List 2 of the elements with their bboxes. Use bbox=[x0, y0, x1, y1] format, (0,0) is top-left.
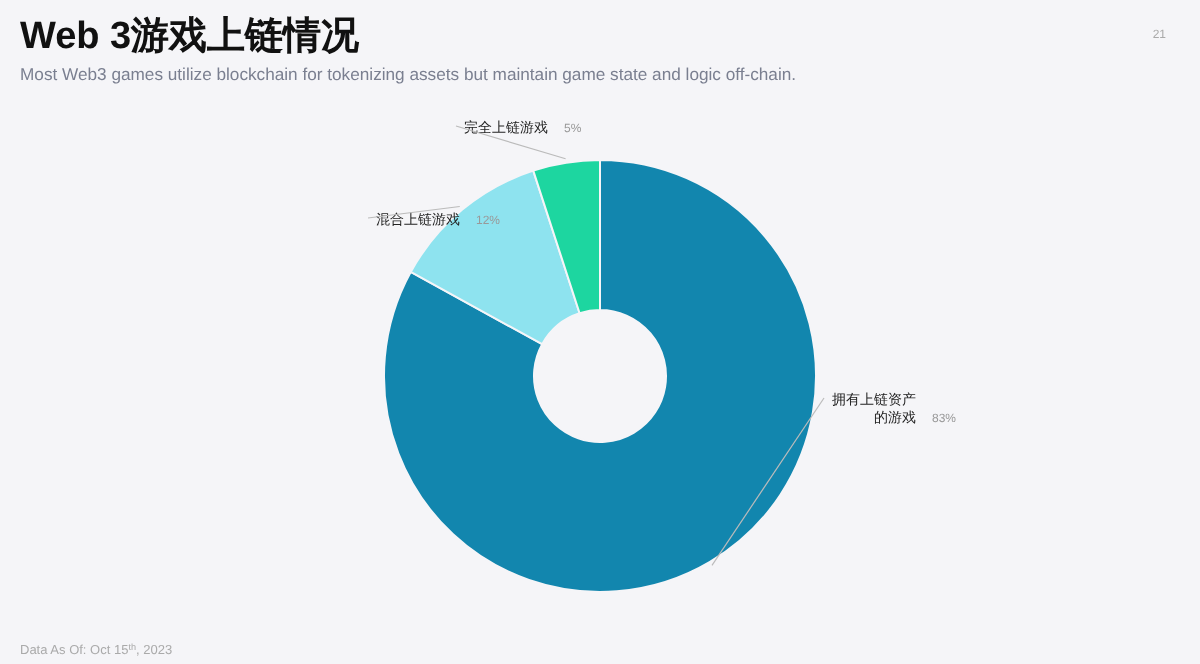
chart-subtitle: Most Web3 games utilize blockchain for tokenizing assets but maintain game state and logic off-chain. bbox=[20, 64, 797, 84]
chart-title: Web 3游戏上链情况 bbox=[20, 14, 362, 58]
